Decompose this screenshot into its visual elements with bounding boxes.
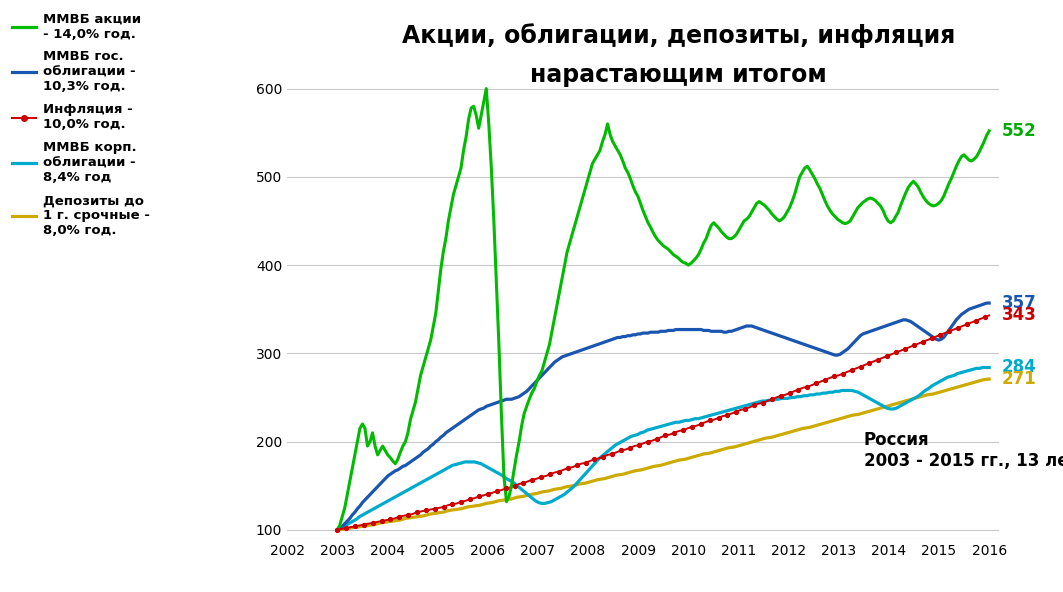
Text: 552: 552 xyxy=(1001,122,1036,140)
Legend: ММВБ акции
- 14,0% год., ММВБ гос.
облигации -
10,3% год., Инфляция -
10,0% год.: ММВБ акции - 14,0% год., ММВБ гос. облиг… xyxy=(13,12,150,237)
Text: Россия
2003 - 2015 гг., 13 лет: Россия 2003 - 2015 гг., 13 лет xyxy=(864,431,1063,470)
Text: 271: 271 xyxy=(1001,370,1036,388)
Text: Акции, облигации, депозиты, инфляция: Акции, облигации, депозиты, инфляция xyxy=(402,24,956,49)
Text: 284: 284 xyxy=(1001,359,1036,377)
Text: 343: 343 xyxy=(1001,307,1036,324)
Text: нарастающим итогом: нарастающим итогом xyxy=(530,63,827,87)
Text: 357: 357 xyxy=(1001,294,1036,312)
